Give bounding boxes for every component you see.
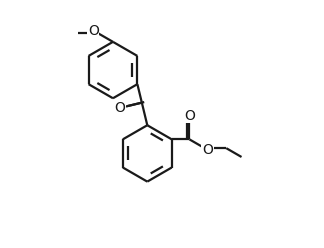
- Text: O: O: [88, 24, 99, 38]
- Text: O: O: [184, 109, 195, 123]
- Text: O: O: [202, 143, 213, 157]
- Text: O: O: [114, 101, 125, 115]
